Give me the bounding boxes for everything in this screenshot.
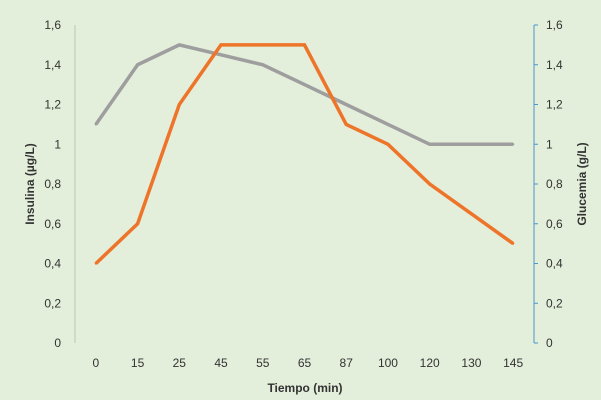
insulina-data-point	[261, 43, 264, 47]
right-y-tick-label: 1,4	[546, 58, 563, 72]
right-y-tick-label: 0	[546, 336, 553, 350]
glucemia-data-point	[470, 143, 473, 146]
glucemia-data-point	[94, 123, 98, 126]
insulina-data-point	[386, 143, 390, 146]
left-y-tick-label: 1,6	[44, 18, 61, 32]
insulina-data-point	[136, 222, 139, 225]
x-tick-label: 45	[214, 356, 228, 370]
left-y-tick-label: 1,4	[44, 58, 61, 72]
glucemia-data-point	[178, 43, 181, 47]
x-axis-label: Tiempo (min)	[267, 381, 342, 395]
x-tick-label: 120	[420, 356, 440, 370]
x-tick-label: 130	[461, 356, 481, 370]
left-y-tick-label: 1,2	[44, 98, 61, 112]
insulina-data-point	[428, 182, 431, 186]
right-y-tick-label: 0,6	[546, 217, 563, 231]
right-y-tick-label: 1,2	[546, 98, 563, 112]
glucemia-series-line	[94, 43, 514, 147]
left-y-tick-label: 0,8	[44, 177, 61, 191]
insulina-data-point	[303, 43, 306, 47]
right-y-tick-label: 0,4	[546, 257, 563, 271]
insulina-data-point	[511, 242, 515, 245]
right-y-tick-label: 0,2	[546, 296, 563, 310]
x-tick-label: 145	[503, 356, 523, 370]
left-y-tick-label: 0	[54, 336, 61, 350]
x-tick-label: 55	[256, 356, 270, 370]
x-tick-label: 100	[378, 356, 398, 370]
right-y-tick-label: 0,8	[546, 177, 563, 191]
insulina-data-point	[219, 43, 223, 47]
glucemia-data-point	[428, 143, 431, 146]
x-tick-label: 25	[173, 356, 187, 370]
x-tick-label: 65	[298, 356, 312, 370]
insulina-data-point	[94, 262, 98, 265]
insulina-data-point	[178, 103, 181, 106]
insulina-data-point	[345, 123, 348, 126]
left-y-tick-label: 1	[54, 137, 61, 151]
right-y-axis-label: Glucemia (g/L)	[575, 142, 589, 225]
glucemia-data-point	[511, 143, 515, 146]
glucemia-data-point	[345, 103, 348, 106]
x-tick-label: 0	[93, 356, 100, 370]
left-y-tick-label: 0,6	[44, 217, 61, 231]
left-y-axis-label: Insulina (µg/L)	[23, 143, 37, 225]
x-tick-label: 87	[340, 356, 354, 370]
glucemia-data-point	[303, 83, 306, 86]
glucemia-data-point	[136, 63, 139, 66]
insulina-series-line	[94, 43, 515, 265]
x-tick-label: 15	[131, 356, 145, 370]
glucemia-data-point	[261, 63, 264, 66]
left-y-tick-label: 0,4	[44, 257, 61, 271]
insulina-data-point	[470, 212, 473, 216]
glucemia-data-point	[386, 123, 390, 126]
right-y-tick-label: 1	[546, 137, 553, 151]
glucemia-data-point	[219, 53, 223, 57]
left-y-tick-label: 0,2	[44, 296, 61, 310]
right-y-tick-label: 1,6	[546, 18, 563, 32]
